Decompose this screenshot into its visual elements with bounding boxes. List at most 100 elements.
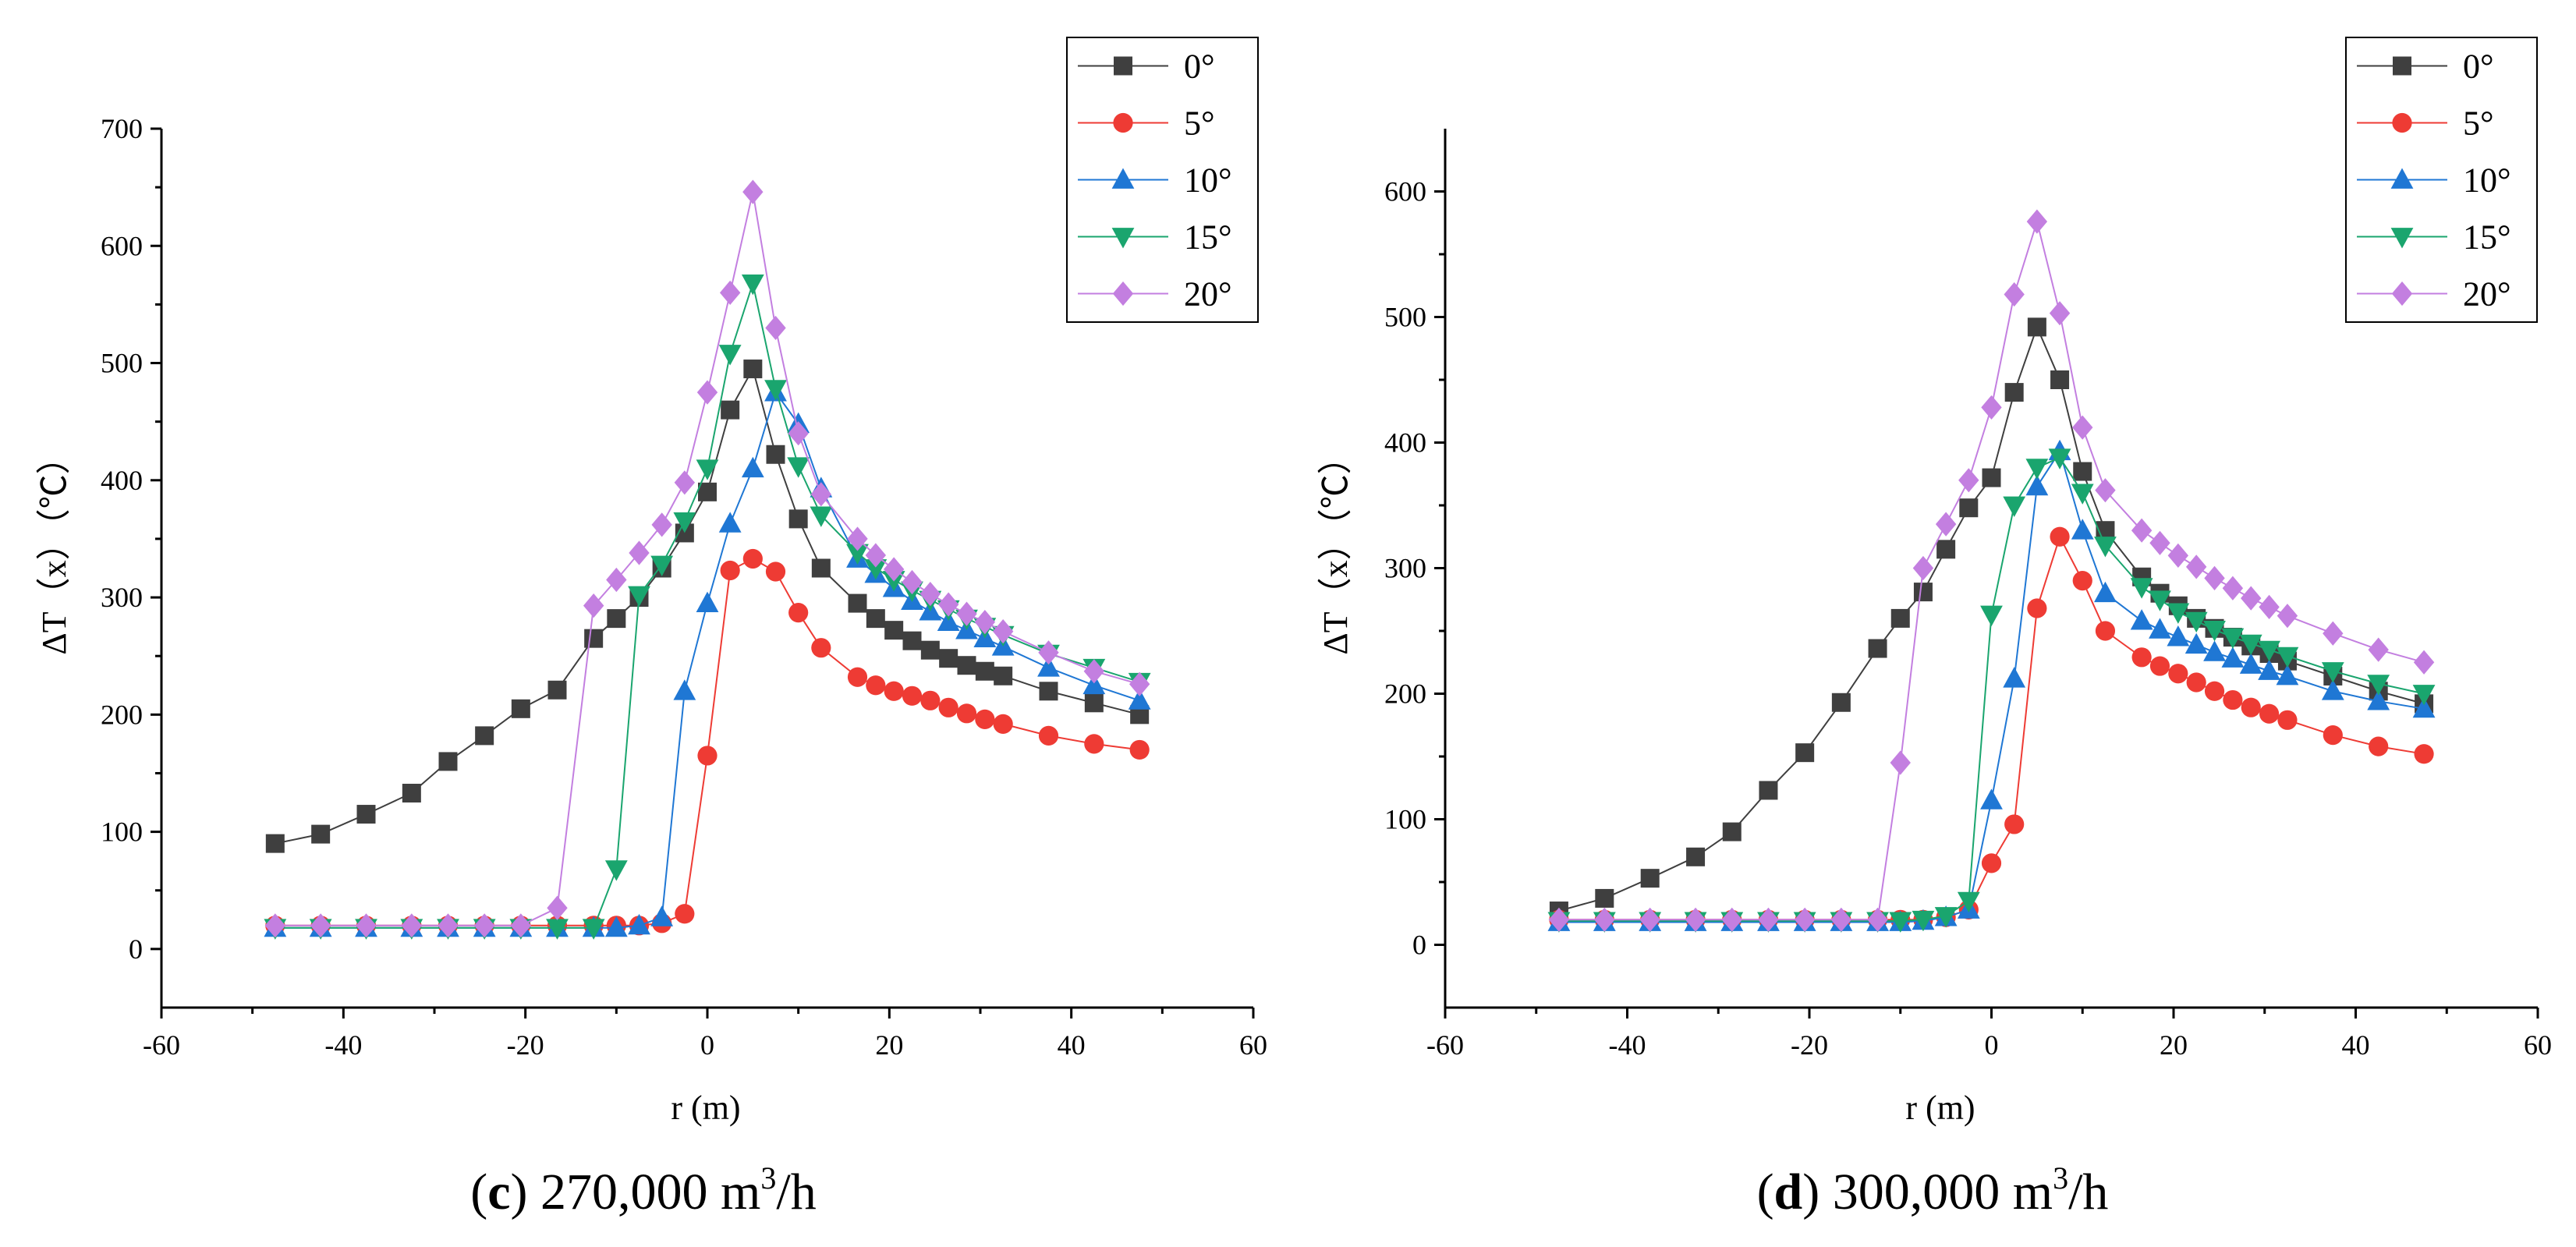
data-point bbox=[2412, 685, 2436, 706]
data-point bbox=[606, 567, 627, 593]
data-point bbox=[920, 640, 940, 660]
data-point bbox=[2241, 586, 2262, 611]
data-point bbox=[2167, 625, 2190, 647]
data-point bbox=[582, 919, 605, 940]
legend-marker bbox=[2390, 168, 2414, 189]
x-tick-label: 60 bbox=[2524, 1029, 2552, 1061]
data-point bbox=[697, 746, 718, 766]
data-point bbox=[1128, 689, 1151, 710]
data-point bbox=[2003, 496, 2026, 517]
data-point bbox=[2321, 679, 2344, 700]
series-line bbox=[275, 558, 1140, 926]
data-point bbox=[2367, 689, 2390, 710]
data-point bbox=[719, 280, 741, 305]
legend-marker bbox=[1112, 281, 1134, 306]
y-tick-label: 600 bbox=[1384, 176, 1426, 207]
data-point bbox=[2048, 448, 2071, 469]
data-point bbox=[1889, 912, 1912, 933]
series-line bbox=[275, 191, 1140, 926]
data-point bbox=[788, 509, 808, 529]
data-point bbox=[2276, 664, 2299, 685]
data-point bbox=[2130, 609, 2153, 630]
data-point bbox=[2276, 647, 2299, 668]
data-point bbox=[356, 805, 376, 824]
data-point bbox=[2203, 640, 2226, 661]
y-tick-label: 300 bbox=[1384, 553, 1426, 584]
caption-unit: /h bbox=[2068, 1164, 2108, 1220]
data-point bbox=[2167, 603, 2190, 624]
data-point bbox=[2094, 581, 2117, 603]
legend-label: 0° bbox=[2463, 48, 2494, 86]
data-point bbox=[2004, 383, 2024, 402]
legend-marker bbox=[1113, 112, 1133, 133]
legend-label: 15° bbox=[1184, 218, 1232, 257]
data-point bbox=[718, 512, 742, 533]
data-point bbox=[884, 621, 904, 640]
x-tick-label: -20 bbox=[1791, 1029, 1828, 1061]
data-point bbox=[2258, 659, 2280, 680]
data-point bbox=[673, 679, 696, 700]
data-point bbox=[939, 649, 958, 668]
data-point bbox=[765, 315, 786, 341]
data-point bbox=[2130, 578, 2153, 599]
data-point bbox=[2004, 814, 2025, 834]
data-point bbox=[1981, 395, 2002, 420]
y-tick-label: 100 bbox=[101, 817, 143, 848]
data-point bbox=[866, 675, 886, 696]
data-point bbox=[1037, 656, 1060, 677]
data-point bbox=[2168, 664, 2188, 684]
caption-unit: /h bbox=[776, 1164, 816, 1220]
data-point bbox=[741, 456, 764, 478]
data-point bbox=[511, 699, 530, 718]
data-point bbox=[1639, 907, 1660, 932]
data-point bbox=[650, 555, 674, 576]
series-diamond bbox=[1548, 209, 2435, 932]
x-tick-label: -40 bbox=[1609, 1029, 1646, 1061]
x-tick-label: 0 bbox=[1985, 1029, 1999, 1061]
data-point bbox=[583, 593, 604, 618]
data-point bbox=[1129, 671, 1150, 696]
data-point bbox=[473, 913, 495, 938]
data-point bbox=[1913, 583, 1933, 602]
data-point bbox=[696, 459, 719, 480]
y-tick-label: 500 bbox=[1384, 302, 1426, 333]
data-point bbox=[2184, 632, 2208, 654]
data-point bbox=[2027, 598, 2047, 618]
legend-marker bbox=[2392, 112, 2412, 133]
data-point bbox=[311, 824, 331, 844]
data-point bbox=[2277, 604, 2298, 629]
x-axis-title: r (m) bbox=[1905, 1089, 1975, 1127]
data-point bbox=[956, 601, 977, 626]
data-point bbox=[1082, 673, 1106, 695]
data-point bbox=[1083, 659, 1105, 684]
data-point bbox=[1038, 640, 1059, 665]
data-point bbox=[2204, 681, 2225, 701]
legend-label: 10° bbox=[1184, 161, 1232, 200]
data-point bbox=[264, 913, 286, 938]
data-point bbox=[1795, 743, 1815, 763]
x-tick-label: -60 bbox=[143, 1029, 180, 1061]
data-point bbox=[846, 544, 869, 565]
data-point bbox=[810, 506, 833, 527]
data-point bbox=[1594, 907, 1615, 932]
data-point bbox=[994, 666, 1013, 685]
data-point bbox=[741, 274, 764, 296]
legend-marker bbox=[2390, 228, 2414, 249]
data-point bbox=[2239, 653, 2262, 674]
plot-area: -60 -40 -20 0 20 40 6001002003004005006007000°… bbox=[101, 37, 1267, 1061]
data-point bbox=[720, 560, 740, 581]
data-point bbox=[743, 360, 763, 379]
data-point bbox=[920, 690, 941, 710]
data-point bbox=[1959, 498, 1979, 518]
data-point bbox=[629, 540, 650, 565]
data-point bbox=[698, 482, 717, 501]
data-point bbox=[2203, 620, 2226, 642]
data-point bbox=[810, 482, 832, 507]
caption-superscript: 3 bbox=[760, 1160, 776, 1196]
data-point bbox=[1935, 512, 1957, 537]
data-point bbox=[883, 557, 905, 582]
data-point bbox=[902, 685, 923, 706]
data-point bbox=[902, 569, 923, 595]
data-point bbox=[2222, 576, 2244, 600]
data-point bbox=[721, 400, 740, 420]
